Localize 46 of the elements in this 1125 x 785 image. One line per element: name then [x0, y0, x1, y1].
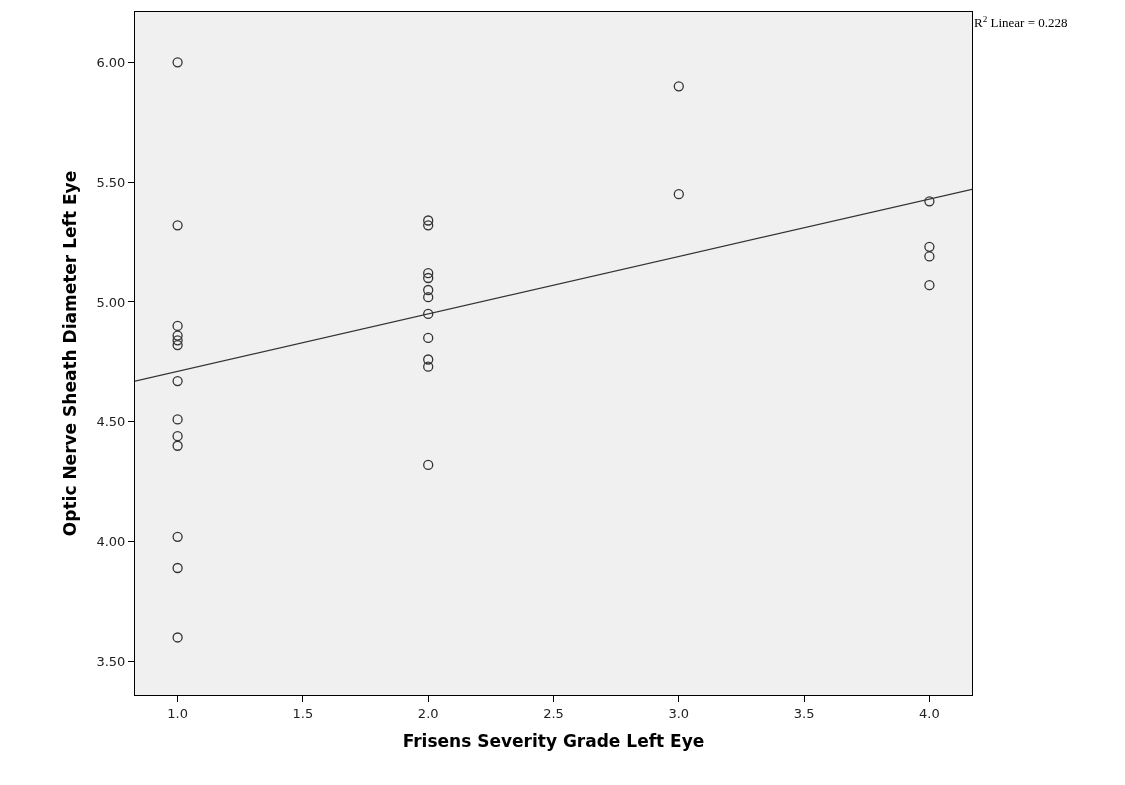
y-tick-label: 4.50 [96, 414, 126, 430]
point [423, 268, 434, 279]
text: R$^{2}$ Linear = 0.228 [974, 14, 1068, 31]
x-tick-label: 2.5 [543, 705, 564, 721]
y-tick-label: 3.50 [96, 654, 126, 669]
point [423, 220, 434, 231]
x-axis-title: Frisens Severity Grade Left Eye [402, 731, 705, 751]
x-tick-label: 3.5 [793, 705, 815, 721]
point [423, 308, 434, 320]
point [924, 251, 935, 262]
point [924, 196, 935, 207]
point [172, 335, 183, 346]
point [172, 440, 183, 451]
point [172, 632, 183, 643]
point [423, 292, 434, 303]
point [172, 562, 183, 574]
y-tick-label: 6.00 [96, 54, 126, 70]
point [423, 272, 434, 284]
point [673, 81, 684, 92]
x-tick-label: 2.0 [417, 705, 439, 721]
point [172, 339, 183, 351]
point [172, 220, 183, 231]
point [172, 57, 183, 68]
x-tick-label: 1.5 [292, 705, 314, 721]
point [924, 241, 935, 253]
point [924, 280, 935, 291]
point [673, 188, 684, 200]
x-tick-label: 1.0 [167, 705, 188, 721]
y-axis-title: Optic Nerve Sheath Diameter Left Eye [60, 170, 80, 537]
point [172, 414, 183, 425]
point [423, 361, 434, 372]
point [423, 332, 434, 344]
y-tick-label: 5.00 [96, 294, 126, 310]
x-tick-label: 3.0 [668, 705, 690, 721]
point [423, 354, 434, 365]
point [423, 459, 434, 471]
y-tick-label: 4.00 [96, 534, 126, 550]
point [423, 284, 434, 296]
point [172, 531, 183, 542]
y-tick-label: 5.50 [96, 174, 126, 190]
point [172, 320, 183, 332]
point [172, 375, 183, 387]
point [172, 330, 183, 341]
x-tick-label: 4.0 [919, 705, 940, 721]
point [172, 431, 183, 442]
point [423, 215, 434, 226]
